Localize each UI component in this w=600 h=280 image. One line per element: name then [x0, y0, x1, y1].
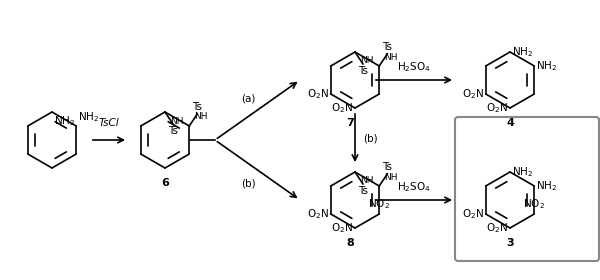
Text: TsCl: TsCl — [98, 118, 119, 128]
Text: NH: NH — [194, 112, 208, 121]
Text: Ts: Ts — [382, 162, 392, 172]
Text: 8: 8 — [346, 238, 354, 248]
Text: NH: NH — [384, 173, 398, 182]
Text: O$_2$N: O$_2$N — [331, 101, 353, 115]
Text: O$_2$N: O$_2$N — [486, 101, 508, 115]
Text: NO$_2$: NO$_2$ — [368, 197, 390, 211]
Text: O$_2$N: O$_2$N — [486, 221, 508, 235]
Text: 4: 4 — [506, 118, 514, 128]
Text: NH$_2$: NH$_2$ — [512, 165, 533, 179]
Text: O$_2$N: O$_2$N — [331, 221, 353, 235]
FancyBboxPatch shape — [455, 117, 599, 261]
Text: Ts: Ts — [382, 42, 392, 52]
Text: 3: 3 — [506, 238, 514, 248]
Text: NH$_2$: NH$_2$ — [536, 179, 557, 193]
Text: NH$_2$: NH$_2$ — [512, 45, 533, 59]
Text: Ts: Ts — [168, 126, 178, 136]
Text: O$_2$N: O$_2$N — [462, 87, 484, 101]
Text: 6: 6 — [161, 178, 169, 188]
Text: H$_2$SO$_4$: H$_2$SO$_4$ — [397, 60, 431, 74]
Text: Ts: Ts — [192, 102, 202, 112]
Text: NH$_2$: NH$_2$ — [536, 59, 557, 73]
Text: (b): (b) — [241, 178, 256, 188]
Text: O$_2$N: O$_2$N — [462, 207, 484, 221]
Text: NH: NH — [170, 117, 184, 126]
Text: (b): (b) — [363, 133, 377, 143]
Text: H$_2$SO$_4$: H$_2$SO$_4$ — [397, 180, 431, 194]
Text: Ts: Ts — [358, 186, 368, 196]
Text: Ts: Ts — [358, 66, 368, 76]
Text: (a): (a) — [241, 93, 255, 103]
Text: NH$_2$: NH$_2$ — [78, 110, 100, 124]
Text: NO$_2$: NO$_2$ — [523, 197, 545, 211]
Text: NH: NH — [360, 176, 374, 185]
Text: 7: 7 — [346, 118, 354, 128]
Text: NH: NH — [384, 53, 398, 62]
Text: NH$_2$: NH$_2$ — [54, 114, 75, 128]
Text: O$_2$N: O$_2$N — [307, 207, 329, 221]
Text: NH: NH — [360, 56, 374, 65]
Text: O$_2$N: O$_2$N — [307, 87, 329, 101]
